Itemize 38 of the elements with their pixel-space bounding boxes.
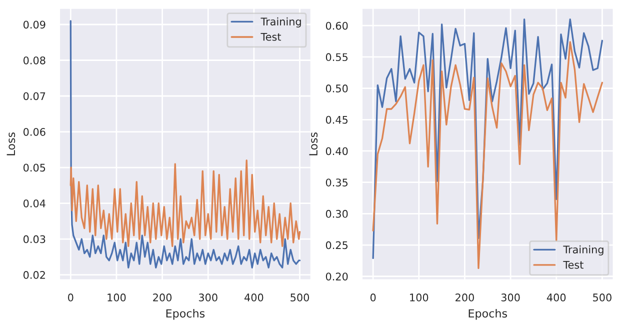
legend-label: Test: [563, 261, 584, 269]
y-axis-title: Loss: [309, 132, 318, 156]
legend-label: Test: [260, 33, 282, 41]
y-tick-label: 0.03: [23, 235, 46, 244]
y-tick-label: 0.45: [326, 116, 348, 124]
y-tick-label: 0.30: [326, 210, 348, 218]
y-tick-label: 0.50: [326, 84, 348, 92]
y-tick-label: 0.05: [23, 164, 46, 172]
y-tick-label: 0.55: [326, 53, 348, 62]
y-tick-label: 0.25: [326, 241, 348, 250]
x-tick-label: 300: [198, 294, 218, 302]
y-tick-label: 0.04: [23, 199, 46, 208]
x-tick-label: 500: [593, 294, 612, 302]
legend-label: Training: [260, 17, 301, 28]
x-tick-label: 300: [501, 294, 520, 302]
x-tick-label: 100: [410, 294, 428, 302]
y-tick-label: 0.07: [23, 92, 46, 100]
y-tick-label: 0.02: [23, 271, 45, 279]
x-tick-label: 0: [370, 294, 376, 302]
line-series: [70, 160, 301, 248]
x-tick-label: 500: [290, 294, 310, 302]
x-tick-label: 0: [68, 294, 74, 302]
x-tick-label: 400: [546, 294, 566, 302]
x-tick-label: 100: [108, 294, 126, 302]
y-tick-label: 0.20: [326, 272, 348, 280]
y-tick-label: 0.60: [326, 22, 348, 30]
y-tick-label: 0.08: [23, 56, 46, 64]
y-tick-label: 0.40: [326, 147, 348, 156]
y-tick-label: 0.09: [23, 20, 46, 29]
x-axis-title: Epochs: [468, 308, 507, 320]
x-tick-label: 200: [456, 294, 474, 302]
x-tick-label: 200: [153, 294, 172, 302]
x-tick-label: 400: [244, 294, 264, 302]
legend-label: Training: [563, 245, 604, 256]
x-axis-title: Epochs: [166, 308, 205, 320]
y-tick-label: 0.06: [23, 128, 46, 136]
y-axis-title: Loss: [6, 132, 16, 156]
y-tick-label: 0.35: [326, 178, 348, 186]
